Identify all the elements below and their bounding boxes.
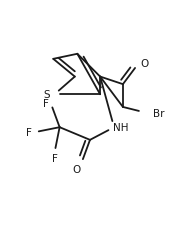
Text: S: S [44, 90, 50, 100]
Text: Br: Br [153, 109, 164, 119]
Text: NH: NH [113, 123, 129, 133]
Text: F: F [26, 128, 32, 138]
Text: F: F [43, 99, 49, 109]
Text: O: O [72, 164, 80, 174]
Text: F: F [52, 153, 57, 163]
Text: O: O [140, 58, 148, 68]
